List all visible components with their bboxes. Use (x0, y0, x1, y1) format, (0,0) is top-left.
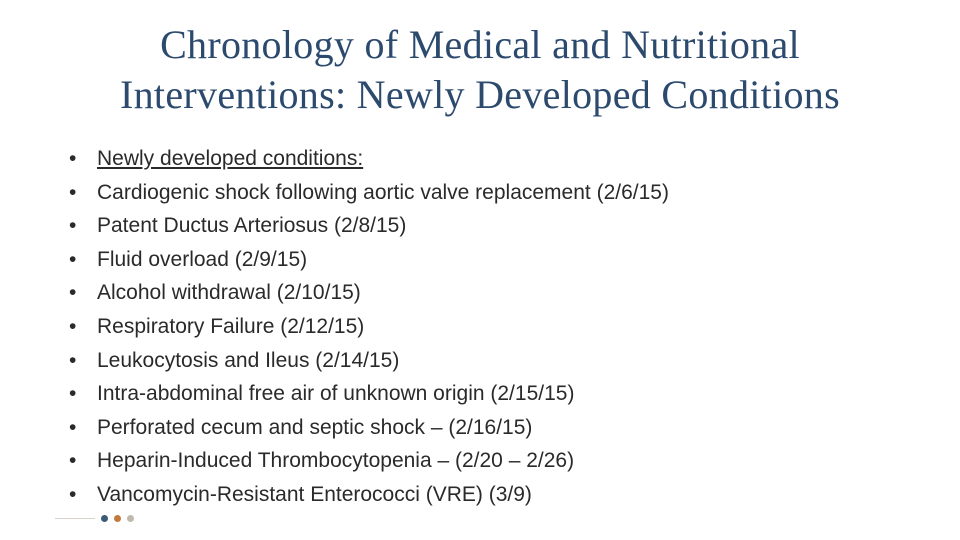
bullet-list: Newly developed conditions: Cardiogenic … (55, 142, 905, 512)
list-item: Leukocytosis and Ileus (2/14/15) (69, 344, 905, 378)
list-heading-text: Newly developed conditions: (97, 147, 363, 170)
list-item: Perforated cecum and septic shock – (2/1… (69, 411, 905, 445)
list-item: Patent Ductus Arteriosus (2/8/15) (69, 209, 905, 243)
list-item: Intra-abdominal free air of unknown orig… (69, 377, 905, 411)
list-item: Alcohol withdrawal (2/10/15) (69, 276, 905, 310)
slide-title: Chronology of Medical and Nutritional In… (55, 20, 905, 120)
list-heading: Newly developed conditions: (69, 142, 905, 176)
accent-dot-light (127, 515, 134, 522)
list-item: Heparin-Induced Thrombocytopenia – (2/20… (69, 444, 905, 478)
accent-dot-blue (101, 515, 108, 522)
list-item: Fluid overload (2/9/15) (69, 243, 905, 277)
accent-line (55, 518, 95, 519)
accent-dot-orange (114, 515, 121, 522)
list-item: Cardiogenic shock following aortic valve… (69, 176, 905, 210)
footer-accent (55, 515, 134, 522)
list-item: Respiratory Failure (2/12/15) (69, 310, 905, 344)
list-item: Vancomycin-Resistant Enterococci (VRE) (… (69, 478, 905, 512)
